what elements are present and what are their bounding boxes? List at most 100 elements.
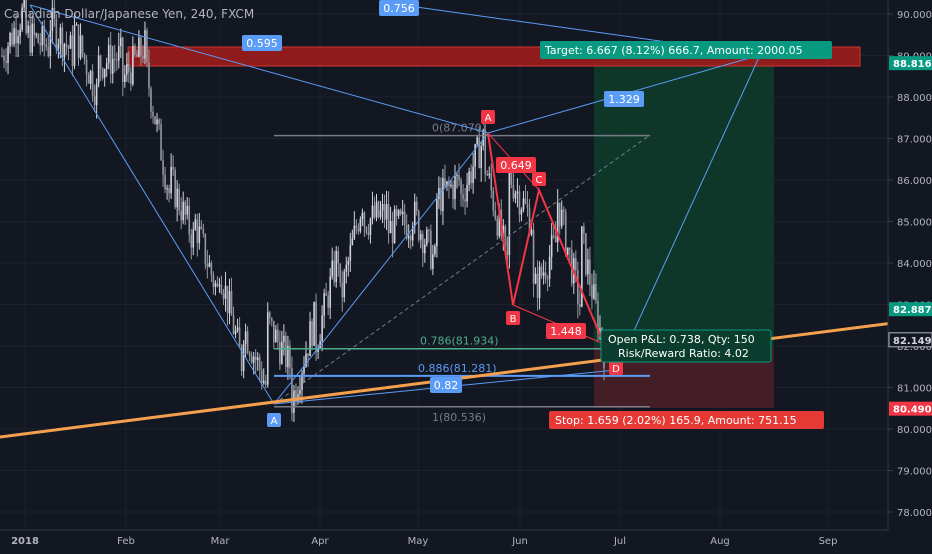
candle-body xyxy=(109,45,112,74)
candle-body xyxy=(81,35,84,54)
candle-body xyxy=(544,272,547,279)
ratio-box xyxy=(430,377,462,393)
ratio-box xyxy=(242,35,282,51)
candle-body xyxy=(281,341,283,364)
candle-body xyxy=(5,60,7,63)
candle-body xyxy=(226,285,229,314)
candle-body xyxy=(23,0,25,8)
candle-body xyxy=(462,194,464,200)
candle-body xyxy=(97,55,100,84)
candle-body xyxy=(522,198,525,210)
candle-body xyxy=(466,184,468,202)
candle-body xyxy=(224,285,227,299)
candle-body xyxy=(7,46,9,63)
candle-body xyxy=(395,209,398,216)
candle-body xyxy=(240,346,243,372)
candle-body xyxy=(85,59,88,75)
candle-body xyxy=(482,129,484,146)
candle-body xyxy=(136,54,138,57)
candle-body xyxy=(417,211,420,240)
candle-body xyxy=(75,24,78,26)
candle-body xyxy=(440,187,442,212)
candle-body xyxy=(325,293,327,296)
candle-body xyxy=(532,230,535,284)
candle-body xyxy=(166,188,168,190)
candle-body xyxy=(377,201,380,217)
candle-body xyxy=(403,211,406,225)
candle-body xyxy=(27,25,29,34)
y-tick-label: 86.000 xyxy=(897,176,932,187)
candle-body xyxy=(228,291,231,314)
candle-body xyxy=(520,209,523,215)
candle-body xyxy=(409,236,412,241)
y-axis-panel xyxy=(888,0,932,550)
candle-body xyxy=(285,335,287,368)
candle-body xyxy=(174,170,176,208)
candle-body xyxy=(216,283,219,287)
x-tick-label: Sep xyxy=(819,536,838,547)
candle-body xyxy=(176,188,178,208)
candle-body xyxy=(250,356,253,363)
candle-body xyxy=(99,55,102,69)
candle-body xyxy=(19,29,21,37)
x-tick-label: Feb xyxy=(117,536,135,547)
pattern-point-label: C xyxy=(536,175,543,186)
candle-body xyxy=(498,209,501,236)
candle-body xyxy=(494,210,497,219)
candle-body xyxy=(464,199,466,202)
candle-body xyxy=(275,329,277,343)
candle-body xyxy=(138,37,140,57)
candle-body xyxy=(421,233,424,254)
candle-body xyxy=(196,219,199,244)
y-tick-label: 78.000 xyxy=(897,508,932,519)
candle-body xyxy=(562,209,565,212)
candle-body xyxy=(160,124,162,161)
candle-body xyxy=(111,58,114,74)
candle-body xyxy=(184,201,187,215)
candle-body xyxy=(524,198,527,204)
candle-body xyxy=(291,367,293,413)
candle-body xyxy=(164,174,166,190)
candle-body xyxy=(287,345,289,368)
candle-body xyxy=(579,304,581,307)
candle-body xyxy=(566,247,569,255)
candle-body xyxy=(55,18,58,49)
candle-body xyxy=(554,235,557,243)
candle-body xyxy=(413,201,416,227)
pattern-point-label: A xyxy=(485,113,492,124)
candle-body xyxy=(349,244,352,262)
price-label: 82.887 xyxy=(893,305,932,316)
candle-body xyxy=(411,226,414,241)
candle-body xyxy=(333,260,336,283)
candle-body xyxy=(560,209,563,227)
candle-body xyxy=(546,278,549,280)
candle-body xyxy=(65,44,68,47)
candle-body xyxy=(359,218,362,232)
candle-body xyxy=(373,205,376,218)
candle-body xyxy=(182,201,185,221)
stop-label-box: Stop: 1.659 (2.02%) 165.9, Amount: 751.1… xyxy=(549,411,824,429)
candle-body xyxy=(9,32,11,47)
candle-body xyxy=(548,256,551,279)
candle-body xyxy=(518,191,521,215)
candle-body xyxy=(214,283,217,287)
candle-body xyxy=(95,83,98,106)
price-label: 80.490 xyxy=(893,405,932,416)
candle-body xyxy=(35,34,38,36)
candle-body xyxy=(311,321,313,346)
candle-body xyxy=(158,119,160,125)
candle-body xyxy=(277,329,279,342)
candle-body xyxy=(357,228,360,232)
candle-body xyxy=(172,167,174,171)
candle-body xyxy=(512,184,515,199)
candle-body xyxy=(454,176,456,200)
candle-body xyxy=(132,45,134,85)
candle-body xyxy=(577,270,579,305)
candle-body xyxy=(307,353,309,356)
candle-body xyxy=(450,184,452,187)
pnl-label-box: Open P&L: 0.738, Qty: 150 Risk/Reward Ra… xyxy=(600,329,772,363)
candle-body xyxy=(337,250,340,264)
candle-body xyxy=(45,44,48,48)
candle-body xyxy=(13,28,15,45)
x-tick-label: Mar xyxy=(211,536,231,547)
